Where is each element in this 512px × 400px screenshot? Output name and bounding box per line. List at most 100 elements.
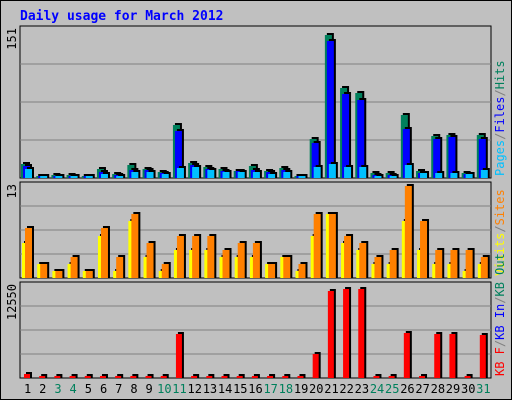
bar-pages-day-11 — [176, 168, 184, 178]
bar-files-day-26 — [402, 129, 410, 178]
bar-sites-day-23 — [359, 243, 367, 278]
x-tick-label: 23 — [355, 382, 369, 396]
x-tick-label: 7 — [115, 382, 122, 396]
bar-sites-day-25 — [389, 250, 397, 278]
bar-pages-day-27 — [420, 173, 428, 178]
bar-pages-day-9 — [146, 172, 154, 178]
legend-entry: KB Out — [493, 253, 507, 296]
y-max-label-kb: 12550 — [5, 284, 19, 320]
bar-sites-day-15 — [237, 243, 245, 278]
chart-panels: 151Pages/Files/Hits13Visits/Sites12550KB… — [5, 25, 507, 379]
bar-sites-day-30 — [465, 250, 473, 278]
bar-pages-day-5 — [85, 176, 93, 178]
chart-title: Daily usage for March 2012 — [20, 9, 224, 24]
bar-pages-day-16 — [252, 172, 260, 178]
legend-entry: / — [493, 225, 507, 232]
legend-visits-sites: Visits/Sites — [493, 189, 507, 276]
bar-sites-day-2 — [40, 264, 48, 278]
bar-sites-day-4 — [70, 257, 78, 278]
bar-pages-day-21 — [328, 164, 336, 178]
bar-pages-day-3 — [55, 176, 63, 178]
x-tick-label: 24 — [370, 382, 384, 396]
bar-pages-day-19 — [298, 176, 306, 178]
bar-kb-f-day-27 — [419, 376, 426, 378]
bar-kb-f-day-8 — [130, 376, 137, 378]
bar-files-day-21 — [326, 41, 334, 178]
bar-sites-day-3 — [55, 271, 63, 278]
bar-kb-f-day-23 — [358, 289, 365, 378]
x-tick-label: 28 — [431, 382, 445, 396]
x-tick-label: 5 — [85, 382, 92, 396]
bar-pages-day-31 — [480, 170, 488, 178]
bar-pages-day-22 — [344, 167, 352, 178]
bar-pages-day-1 — [25, 169, 32, 178]
x-tick-label: 1 — [24, 382, 31, 396]
bar-sites-day-31 — [480, 257, 488, 278]
bar-kb-f-day-13 — [206, 376, 213, 378]
x-tick-label: 18 — [279, 382, 293, 396]
legend-entry: Files — [493, 97, 507, 133]
bar-sites-day-13 — [207, 236, 215, 278]
legend-entry: Pages — [493, 140, 507, 176]
x-tick-label: 17 — [263, 382, 277, 396]
bar-pages-day-26 — [404, 165, 412, 178]
bar-pages-day-29 — [450, 173, 458, 178]
legend-entry: Hits — [493, 60, 507, 89]
bar-sites-day-28 — [435, 250, 443, 278]
x-tick-label: 6 — [100, 382, 107, 396]
legend-kb: KB F/KB In/KB Out — [493, 253, 507, 376]
bar-sites-day-27 — [420, 221, 428, 278]
x-tick-label: 4 — [70, 382, 77, 396]
x-tick-label: 14 — [218, 382, 232, 396]
y-max-label-visits-sites: 13 — [5, 184, 19, 198]
bar-kb-f-day-16 — [251, 376, 258, 378]
bar-sites-day-16 — [252, 243, 260, 278]
bar-kb-f-day-4 — [69, 376, 76, 378]
bar-pages-day-12 — [192, 167, 200, 178]
bar-kb-f-day-12 — [191, 376, 198, 378]
bar-sites-day-20 — [313, 214, 321, 278]
bar-sites-day-6 — [100, 228, 108, 278]
bar-pages-day-25 — [389, 176, 397, 178]
bar-sites-day-8 — [131, 214, 139, 278]
bar-sites-day-14 — [222, 250, 230, 278]
panel-visits-sites: 13 Visits/Sites — [5, 181, 507, 279]
x-tick-label: 20 — [309, 382, 323, 396]
bar-files-day-31 — [478, 139, 486, 178]
bar-sites-day-19 — [298, 264, 306, 278]
bar-files-day-11 — [174, 131, 182, 178]
x-axis-day-labels: 1 2 3 4 5 6 7 8 9 10 11 12 13 14 15 16 17 18 19 20 21 22 23 24 2… — [24, 382, 491, 396]
bar-kb-f-day-14 — [221, 376, 228, 378]
legend-entry: / — [493, 340, 507, 347]
bar-pages-day-28 — [435, 173, 443, 178]
x-tick-label: 27 — [415, 382, 429, 396]
x-tick-label: 16 — [248, 382, 262, 396]
bar-pages-day-2 — [40, 176, 48, 178]
legend-entry: / — [493, 133, 507, 140]
x-tick-label: 30 — [461, 382, 475, 396]
bar-sites-day-18 — [283, 257, 291, 278]
x-tick-label: 26 — [400, 382, 414, 396]
x-tick-label: 21 — [324, 382, 338, 396]
bar-kb-f-day-21 — [327, 291, 334, 378]
bar-sites-day-9 — [146, 243, 154, 278]
bar-kb-f-day-24 — [373, 376, 380, 378]
bar-pages-day-18 — [283, 172, 291, 178]
x-tick-label: 13 — [203, 382, 217, 396]
bar-pages-day-6 — [100, 174, 108, 178]
bar-kb-f-day-19 — [297, 376, 304, 378]
bar-pages-day-20 — [313, 167, 321, 178]
legend-entry: KB In — [493, 304, 507, 340]
bar-kb-f-day-9 — [145, 376, 152, 378]
bar-kb-f-day-28 — [434, 334, 441, 378]
bar-pages-day-4 — [70, 176, 78, 178]
bar-files-day-23 — [357, 100, 365, 178]
bar-pages-day-30 — [465, 174, 473, 178]
legend-entry: / — [493, 89, 507, 96]
x-tick-label: 22 — [339, 382, 353, 396]
x-tick-label: 10 — [157, 382, 171, 396]
legend-entry: / — [493, 297, 507, 304]
bar-sites-day-7 — [116, 257, 124, 278]
bar-kb-f-day-25 — [388, 376, 395, 378]
